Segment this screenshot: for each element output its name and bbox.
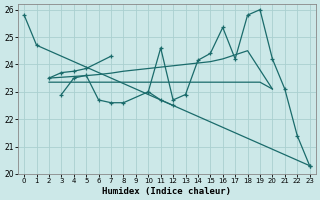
X-axis label: Humidex (Indice chaleur): Humidex (Indice chaleur) [102, 187, 231, 196]
